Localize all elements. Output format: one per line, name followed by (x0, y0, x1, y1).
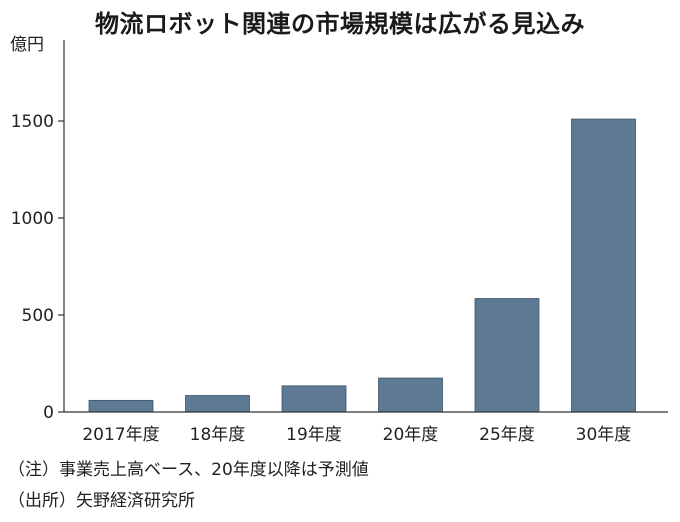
x-tick-label: 25年度 (479, 425, 535, 445)
x-tick-label: 18年度 (190, 425, 246, 445)
y-tick-label: 0 (43, 403, 54, 423)
y-tick-label: 500 (22, 306, 54, 326)
x-tick-label: 30年度 (576, 425, 632, 445)
x-tick-label: 2017年度 (82, 425, 159, 445)
bar (571, 118, 636, 413)
bar (88, 399, 154, 413)
x-tick-label: 20年度 (383, 425, 439, 445)
y-tick-label: 1000 (11, 209, 54, 229)
x-axis-labels: 2017年度 18年度 19年度 20年度 25年度 30年度 (82, 425, 631, 445)
y-axis-ticks: 0 500 1000 1500 (11, 112, 64, 423)
bar (185, 395, 250, 413)
chart-source: （出所）矢野経済研究所 (8, 491, 195, 511)
bar (378, 377, 443, 413)
bars-group (88, 118, 636, 413)
bar (474, 298, 540, 413)
y-axis-unit-label: 億円 (10, 35, 44, 55)
chart-title: 物流ロボット関連の市場規模は広がる見込み (95, 10, 585, 38)
x-tick-label: 19年度 (286, 425, 342, 445)
bar (281, 385, 347, 413)
chart-note: （注）事業売上高ベース、20年度以降は予測値 (8, 460, 369, 480)
y-tick-label: 1500 (11, 112, 54, 132)
